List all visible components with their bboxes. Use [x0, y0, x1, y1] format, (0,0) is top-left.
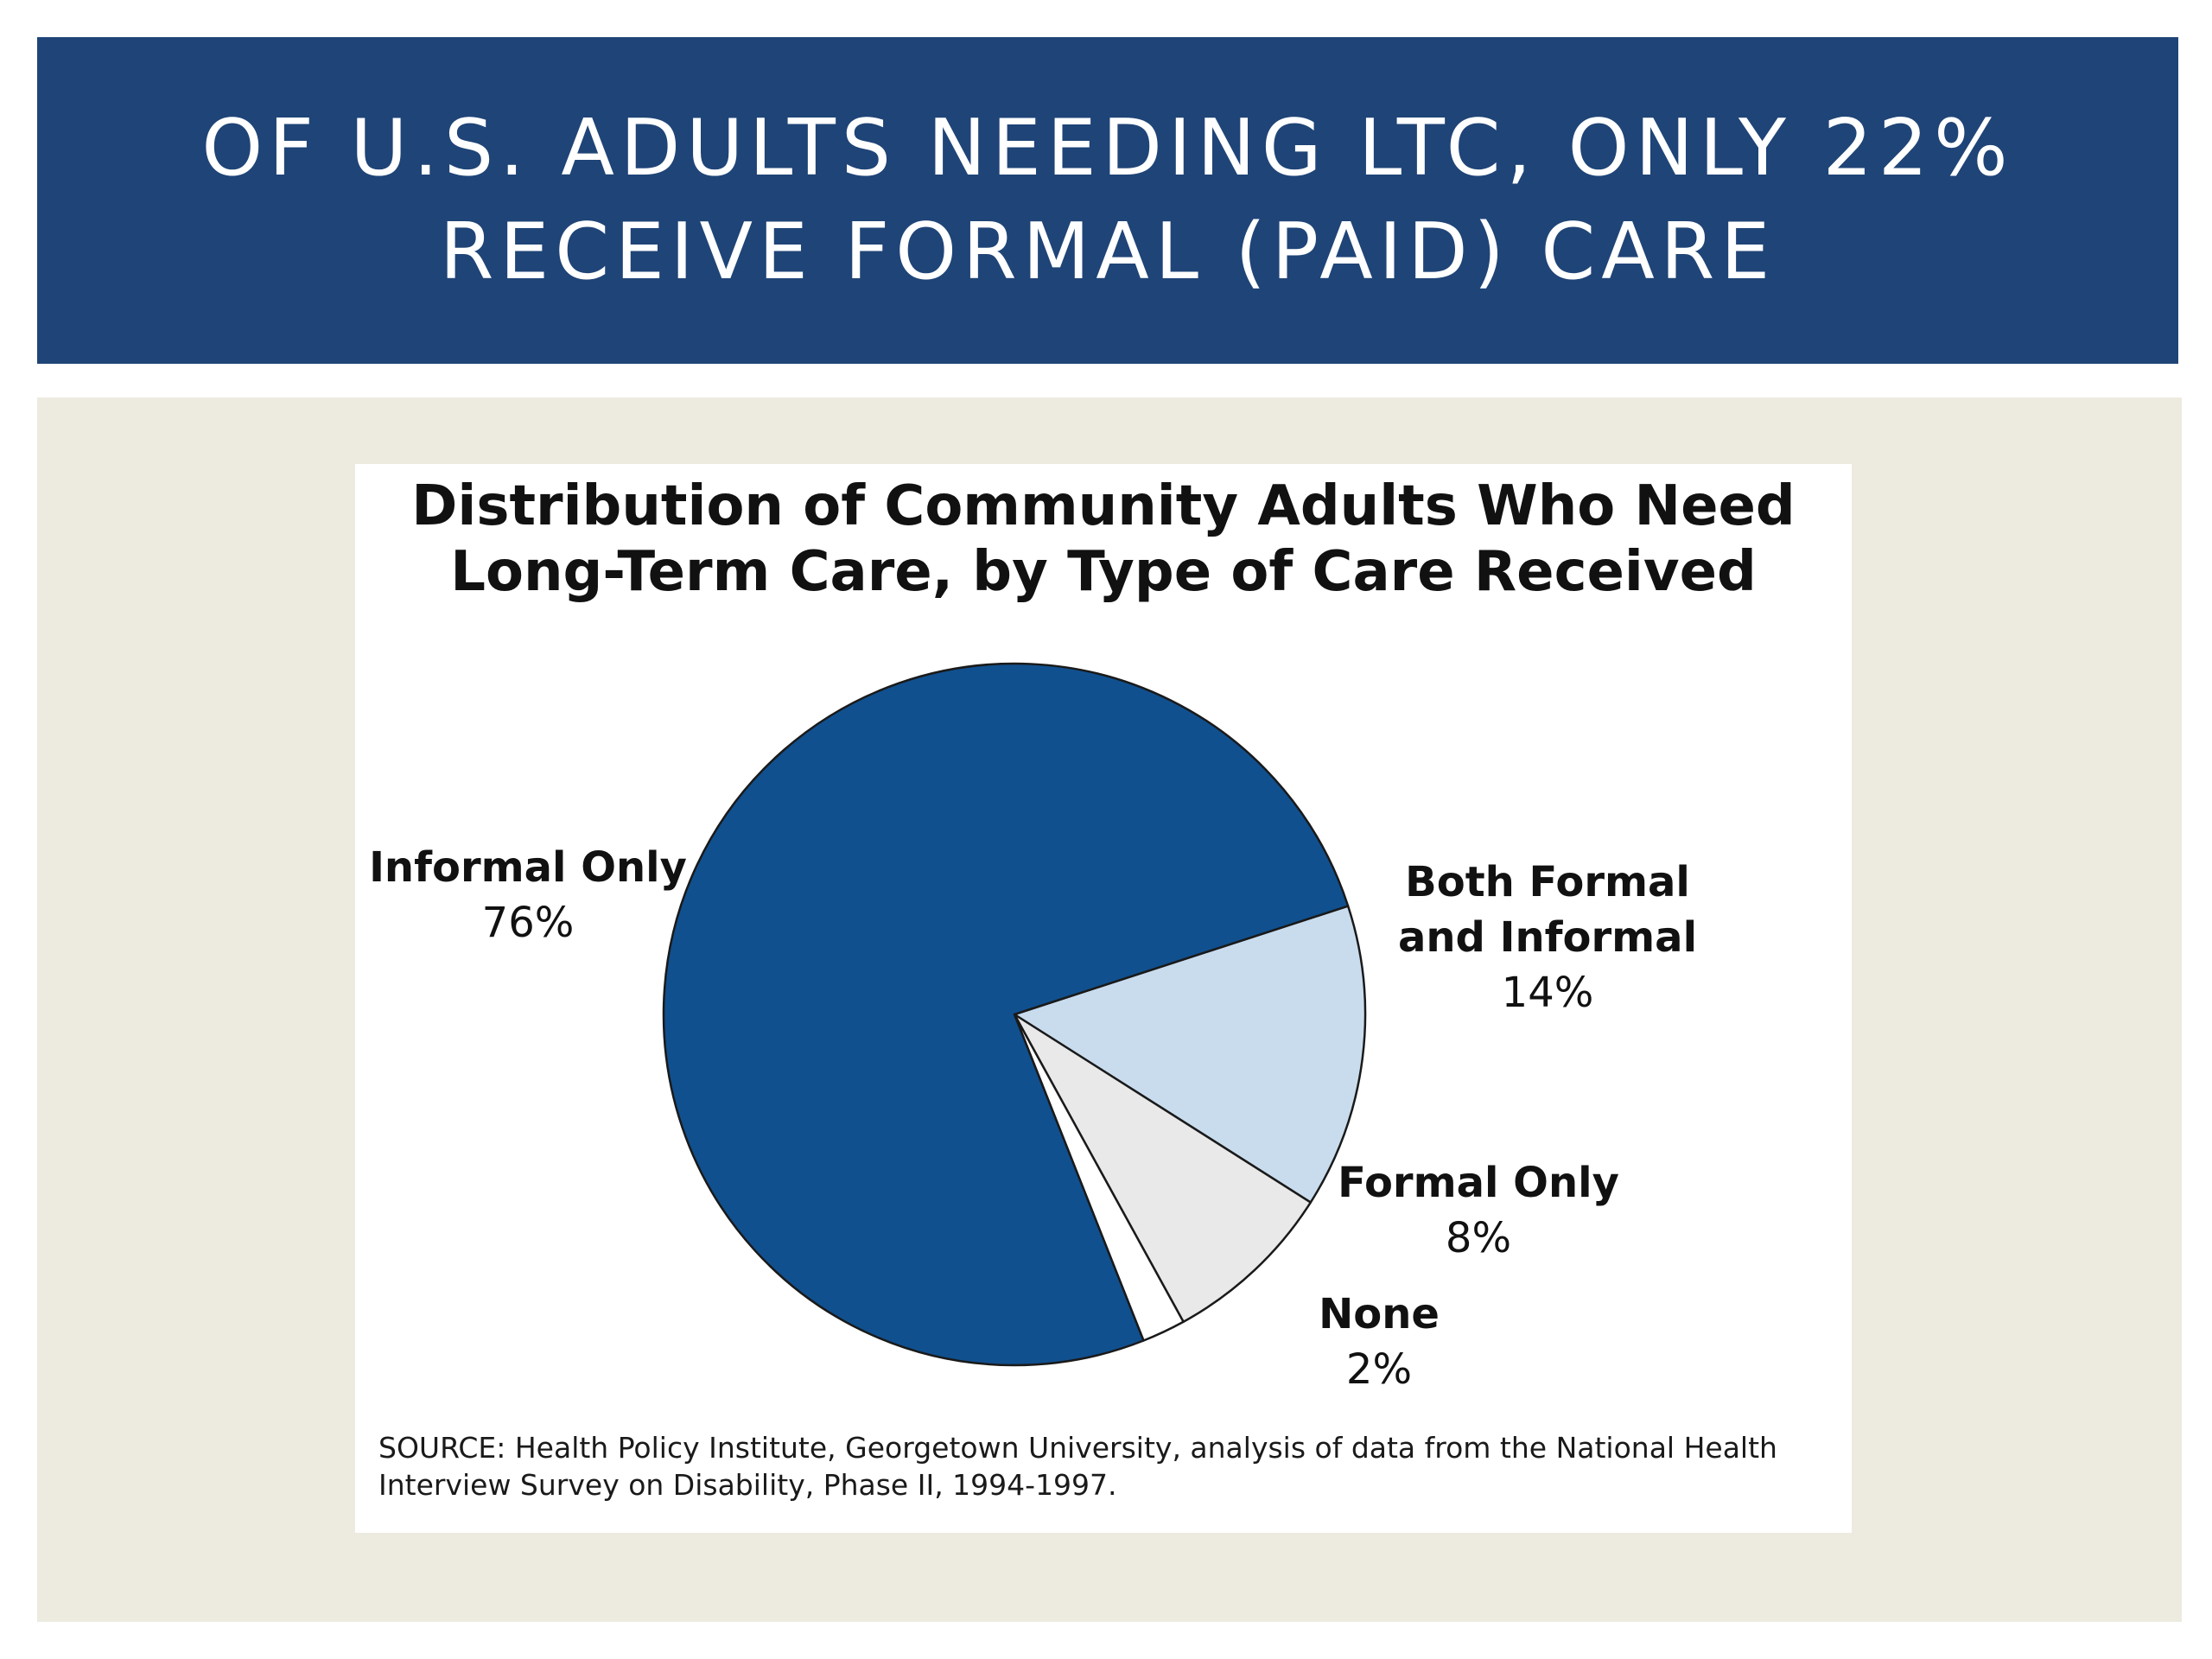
- source-note: SOURCE: Health Policy Institute, Georget…: [378, 1429, 1847, 1503]
- pie-chart: Distribution of Community Adults Who Nee…: [369, 474, 1796, 1394]
- chart-card: Distribution of Community Adults Who Nee…: [355, 464, 1852, 1533]
- slide-title-line-2: RECEIVE FORMAL (PAID) CARE: [439, 207, 1777, 297]
- slide-title-line-1: OF U.S. ADULTS NEEDING LTC, ONLY 22%: [201, 103, 2014, 194]
- slice-value-both-formal-and-informal: 14%: [1502, 969, 1594, 1017]
- source-line-2: Interview Survey on Disability, Phase II…: [378, 1468, 1117, 1502]
- slice-value-none: 2%: [1346, 1345, 1412, 1394]
- pie-slice-formal-only: [1013, 1013, 1313, 1324]
- slice-label-informal-only-line-1: Informal Only: [369, 843, 687, 892]
- slice-value-formal-only: 8%: [1446, 1214, 1511, 1262]
- slice-value-informal-only: 76%: [482, 899, 575, 947]
- slice-label-both-formal-and-informal-line-2: and Informal: [1398, 913, 1697, 962]
- slice-label-formal-only-line-1: Formal Only: [1338, 1159, 1619, 1207]
- title-banner: OF U.S. ADULTS NEEDING LTC, ONLY 22% REC…: [37, 37, 2178, 364]
- pie-slices: [662, 662, 1367, 1367]
- chart-title-line-2: Long-Term Care, by Type of Care Received: [450, 540, 1757, 604]
- slice-label-both-formal-and-informal-line-1: Both Formal: [1405, 858, 1690, 906]
- slice-label-none-line-1: None: [1319, 1290, 1440, 1338]
- source-line-1: SOURCE: Health Policy Institute, Georget…: [378, 1431, 1777, 1465]
- pie-slice-informal-only: [662, 662, 1350, 1367]
- pie-slice-both-formal-and-informal: [1013, 905, 1367, 1204]
- chart-title-line-1: Distribution of Community Adults Who Nee…: [411, 474, 1795, 538]
- pie-labels: Informal Only 76% Both Formal and Informal 1…: [369, 843, 1697, 1394]
